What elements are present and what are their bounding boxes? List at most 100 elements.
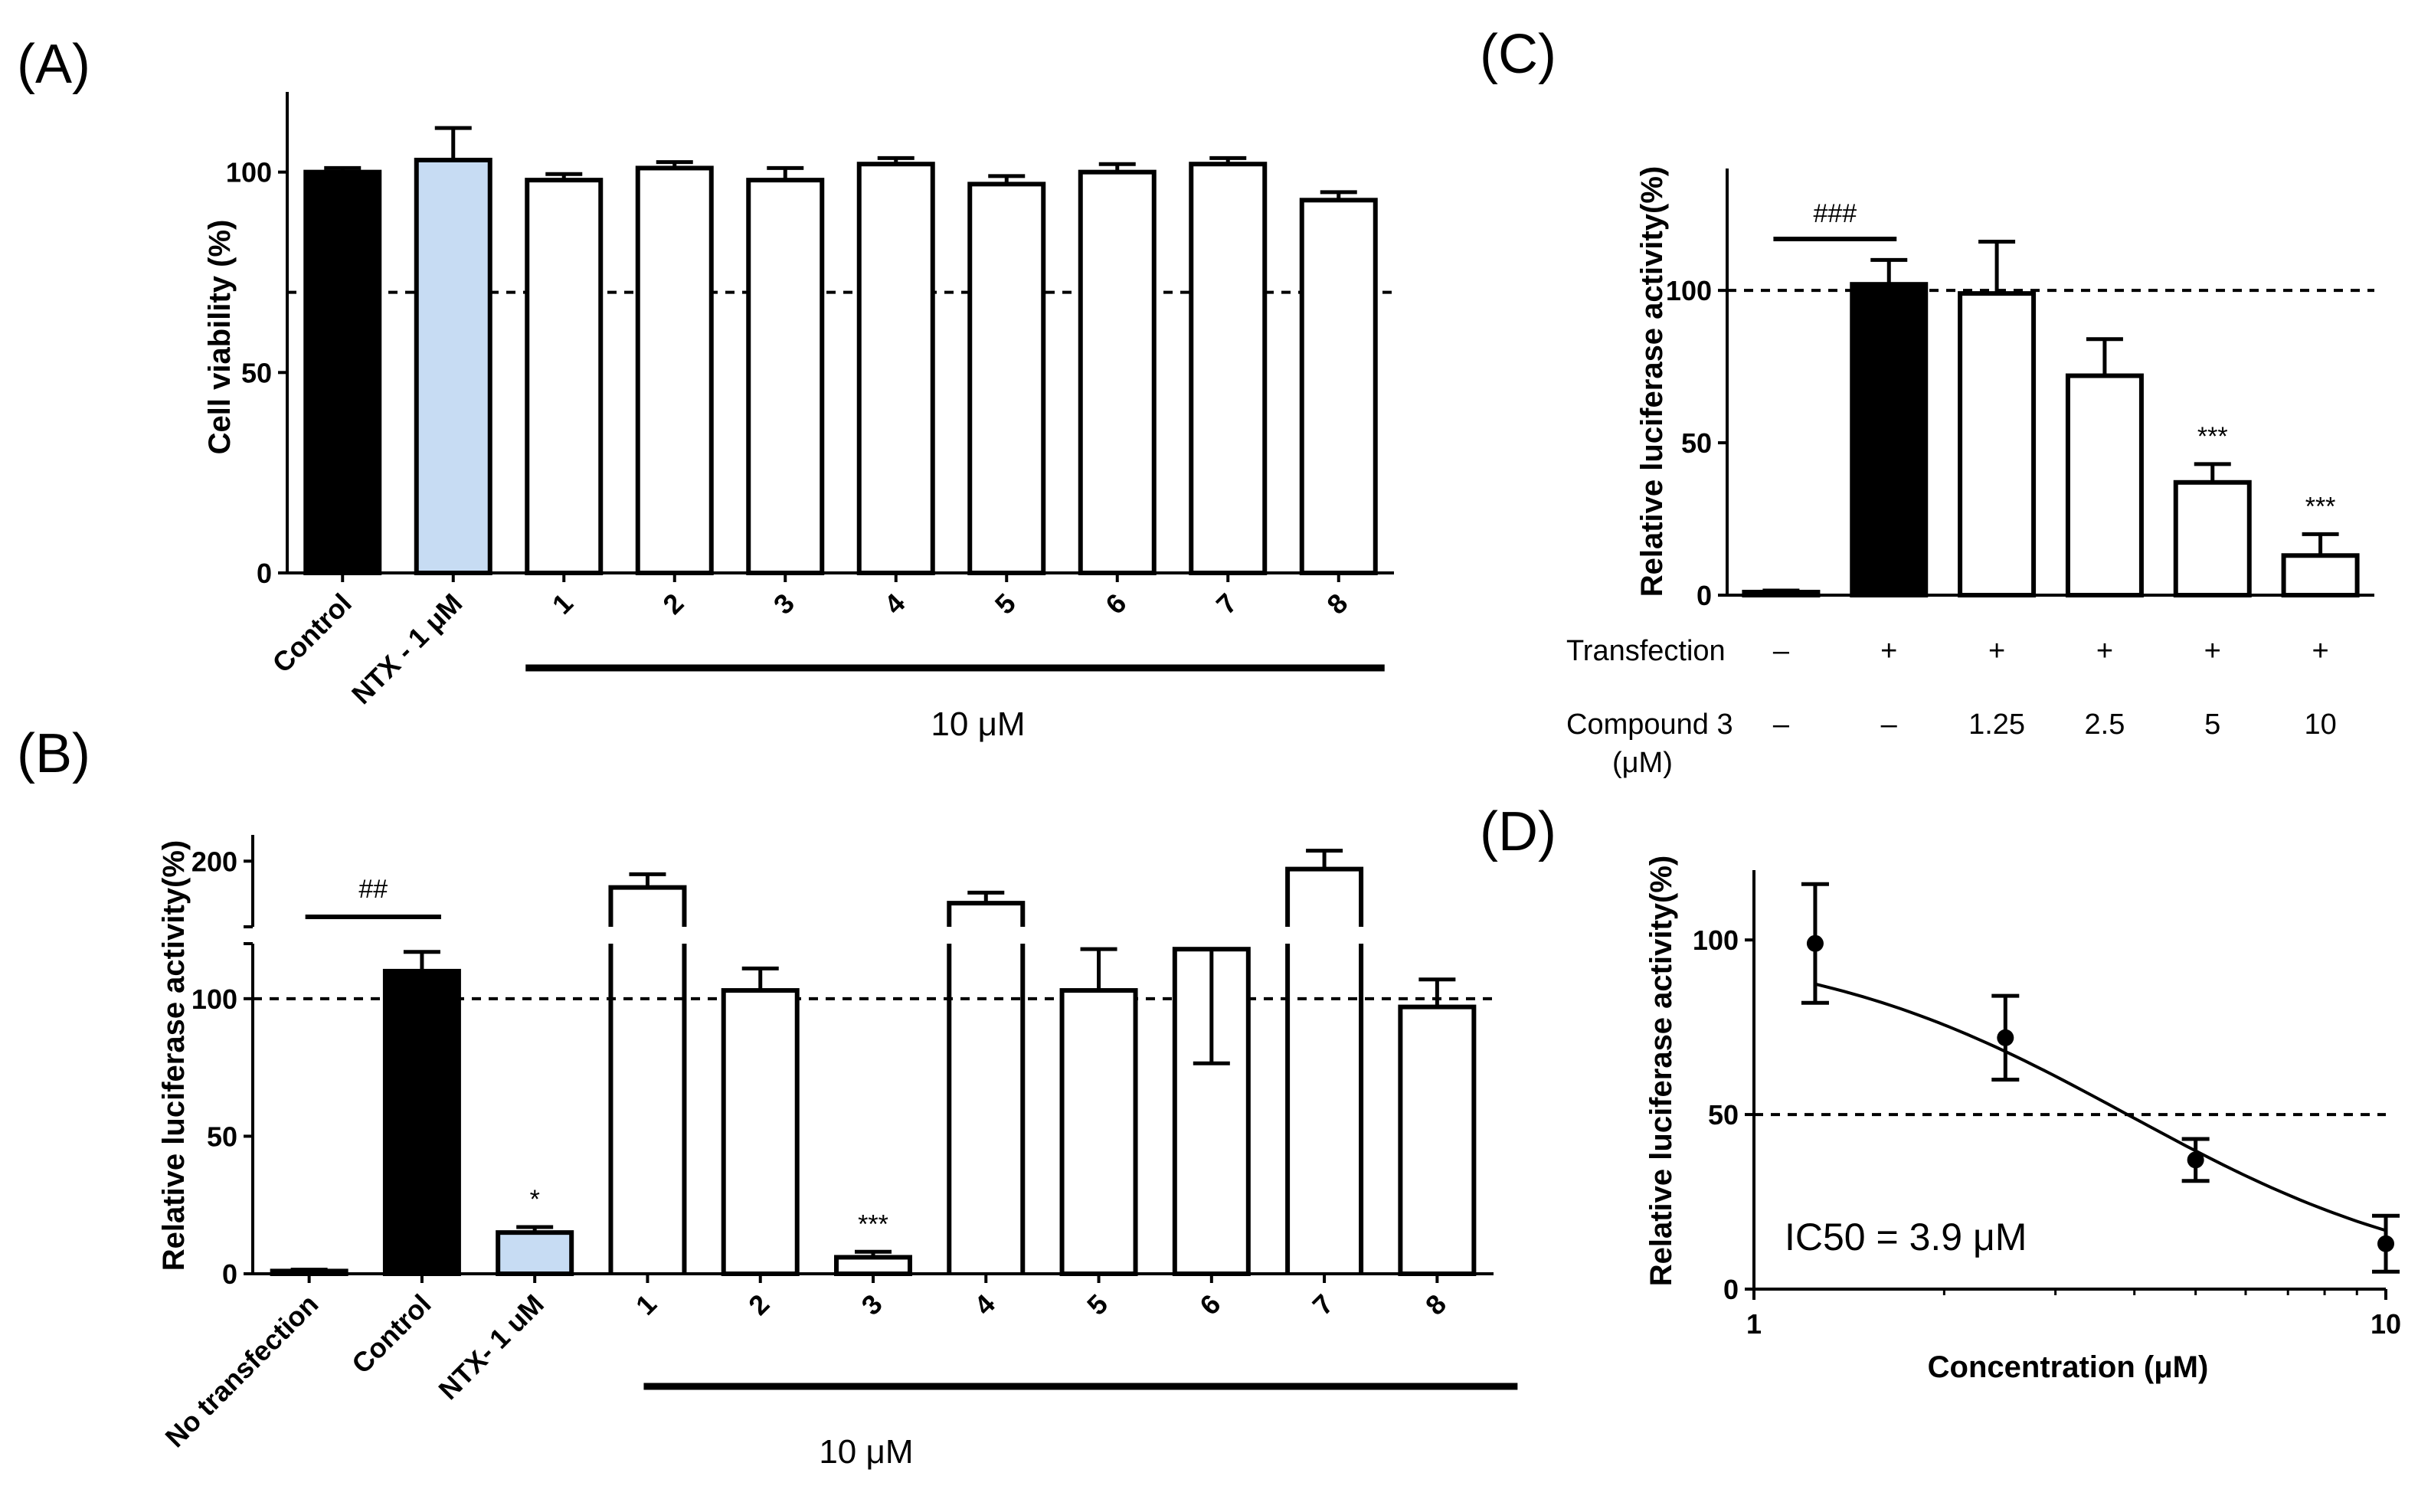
panel-a-letter: (A) bbox=[17, 34, 90, 95]
panel-d-fit-curve bbox=[1814, 982, 2387, 1232]
panel-c-row-value: + bbox=[2204, 635, 2221, 667]
panel-d-y-tick-label: 50 bbox=[1708, 1099, 1739, 1131]
panel-a-x-tick-label: 8 bbox=[1320, 587, 1353, 620]
panel-d-data-point bbox=[1997, 1029, 2014, 1046]
panel-b-bar bbox=[721, 988, 800, 1277]
panel-b-x-tick-label: 1 bbox=[630, 1288, 663, 1321]
panel-c-row-value: 1.25 bbox=[1968, 709, 2025, 741]
panel-a-x-tick-label: 6 bbox=[1099, 587, 1132, 620]
panel-c-letter: (C) bbox=[1480, 24, 1556, 85]
panel-d-y-tick-label: 100 bbox=[1693, 925, 1739, 956]
panel-b-x-tick-label: 7 bbox=[1307, 1288, 1340, 1321]
panel-b-bar-upper bbox=[947, 901, 1026, 927]
panel-b-x-tick-label: Control bbox=[345, 1288, 437, 1379]
panel-d-x-tick-label: 10 bbox=[2371, 1308, 2401, 1340]
panel-d-data-point bbox=[1806, 934, 1824, 952]
panel-b-x-tick-label: 4 bbox=[968, 1288, 1001, 1321]
panel-c-row-value: – bbox=[1881, 709, 1898, 741]
panel-b-x-tick-label: NTX- 1 uM bbox=[432, 1288, 549, 1406]
panel-b-bar-upper bbox=[1285, 866, 1364, 927]
panel-d-x-label: Concentration (μM) bbox=[1928, 1350, 2209, 1384]
panel-c-row-sublabel: (μM) bbox=[1612, 747, 1673, 779]
panel-b-significance-label: * bbox=[530, 1185, 540, 1214]
panel-c-y-tick-label: 100 bbox=[1666, 275, 1712, 306]
panel-a-x-tick-label: 5 bbox=[989, 587, 1022, 620]
panel-c-y-tick-label: 0 bbox=[1697, 580, 1712, 611]
panel-c-bar bbox=[2173, 479, 2252, 597]
panel-c-significance-label: *** bbox=[2305, 492, 2336, 521]
panel-a-bar bbox=[1189, 162, 1268, 575]
panel-a-bar bbox=[1299, 198, 1378, 575]
panel-c-significance-label: ### bbox=[1813, 199, 1857, 228]
panel-d-x-tick-label: 1 bbox=[1746, 1308, 1762, 1340]
panel-b-bar bbox=[834, 1255, 912, 1276]
panel-a-y-label: Cell viability (%) bbox=[203, 220, 237, 455]
panel-c-significance-label: *** bbox=[2197, 422, 2228, 451]
panel-c-bar bbox=[2281, 553, 2360, 597]
panel-b-y-tick-label: 100 bbox=[191, 983, 237, 1015]
panel-c-row-label: Transfection bbox=[1566, 635, 1726, 667]
panel-b-significance-label: *** bbox=[858, 1209, 888, 1239]
panel-d-data-point bbox=[2377, 1235, 2394, 1252]
panel-c-row-value: + bbox=[1988, 635, 2005, 667]
panel-c-row-value: + bbox=[2312, 635, 2328, 667]
panel-d-letter: (D) bbox=[1480, 801, 1556, 862]
panel-c-bar bbox=[1850, 282, 1929, 597]
panel-b-significance-label: ## bbox=[358, 875, 388, 904]
panel-a-bar bbox=[303, 169, 382, 575]
panel-c-bar bbox=[2065, 373, 2144, 597]
panel-a-bar bbox=[525, 178, 604, 575]
panel-a-x-tick-label: 7 bbox=[1210, 587, 1243, 620]
panel-b-bar bbox=[1059, 988, 1138, 1277]
panel-c-row-value: – bbox=[1773, 635, 1790, 667]
panel-b-bar-lower bbox=[1285, 944, 1364, 1274]
panel-a-x-tick-label: 4 bbox=[878, 587, 911, 620]
panel-c-row-label: Compound 3 bbox=[1566, 709, 1733, 741]
panel-b-group-label: 10 μM bbox=[819, 1433, 913, 1471]
panel-b-x-tick-label: 5 bbox=[1081, 1288, 1114, 1321]
panel-b-bar bbox=[496, 1230, 574, 1276]
panel-a-bar bbox=[746, 178, 825, 575]
panel-a-group-label: 10 μM bbox=[931, 705, 1025, 743]
panel-a-bar bbox=[967, 182, 1046, 575]
panel-a-x-tick-label: 3 bbox=[767, 587, 800, 620]
panel-b-letter: (B) bbox=[17, 723, 90, 784]
panel-c-row-value: 2.5 bbox=[2085, 709, 2125, 741]
panel-a-bar bbox=[856, 162, 935, 575]
panel-b-y-label: Relative luciferase activity(%) bbox=[157, 840, 191, 1271]
panel-b-y-tick-label: 50 bbox=[207, 1121, 237, 1152]
panel-b-bar-lower bbox=[947, 944, 1026, 1274]
panel-c-bar bbox=[1742, 590, 1821, 597]
panel-b-x-tick-label: 2 bbox=[742, 1288, 775, 1321]
panel-b-bar-lower bbox=[608, 944, 687, 1274]
panel-b-x-tick-label: 3 bbox=[856, 1288, 888, 1321]
panel-a-bar bbox=[414, 157, 492, 575]
panel-d-ic50-label: IC50 = 3.9 μM bbox=[1785, 1216, 2027, 1258]
panel-c-y-label: Relative luciferase activity(%) bbox=[1635, 166, 1669, 597]
panel-a-bar bbox=[1078, 169, 1157, 575]
panel-d-y-label: Relative luciferase activity(%) bbox=[1644, 856, 1678, 1286]
panel-a-y-tick-label: 50 bbox=[241, 357, 272, 388]
panel-b-x-tick-label: No transfection bbox=[159, 1288, 325, 1454]
panel-c-row-value: + bbox=[1880, 635, 1897, 667]
panel-b-bar-upper bbox=[608, 885, 687, 927]
panel-a-bar bbox=[635, 165, 714, 575]
panel-c-row-value: – bbox=[1773, 709, 1790, 741]
panel-a-y-tick-label: 0 bbox=[257, 558, 272, 589]
panel-b-x-tick-label: 8 bbox=[1419, 1288, 1452, 1321]
panel-c-y-tick-label: 50 bbox=[1681, 427, 1712, 459]
panel-d-data-point bbox=[2187, 1151, 2204, 1169]
panel-b-bar bbox=[382, 968, 461, 1276]
panel-a-x-tick-label: 1 bbox=[546, 587, 579, 620]
panel-b-y-tick-label: 200 bbox=[191, 846, 237, 877]
panel-c-bar bbox=[1958, 291, 2037, 597]
panel-b-x-tick-label: 6 bbox=[1193, 1288, 1226, 1321]
panel-c-row-value: + bbox=[2096, 635, 2113, 667]
panel-c-row-value: 10 bbox=[2304, 709, 2336, 741]
panel-a-x-tick-label: 2 bbox=[656, 587, 689, 620]
panel-a-x-tick-label: Control bbox=[266, 587, 357, 679]
panel-a-x-tick-label: NTX - 1 μM bbox=[345, 587, 469, 711]
panel-c-row-value: 5 bbox=[2204, 709, 2220, 741]
panel-b-bar bbox=[1398, 1004, 1477, 1276]
